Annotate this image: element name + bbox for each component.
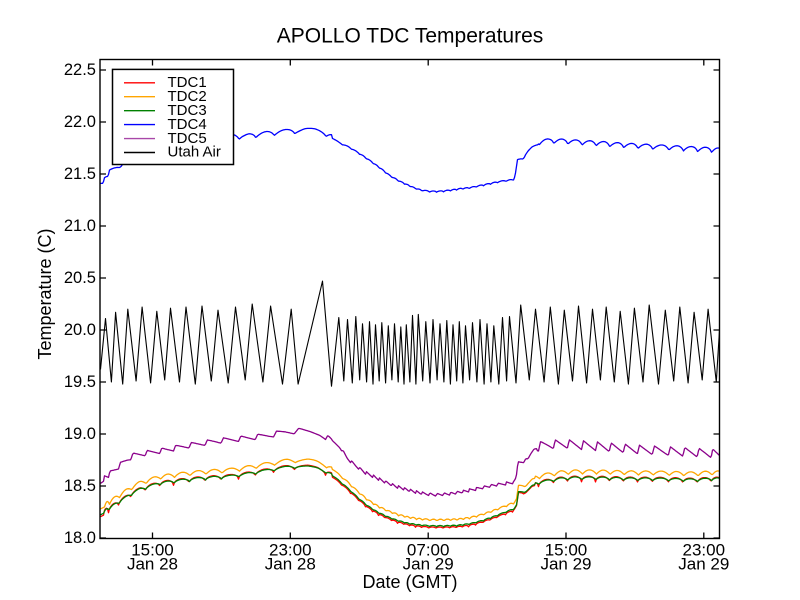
svg-text:23:00: 23:00 [269, 541, 312, 560]
svg-text:TDC1: TDC1 [168, 74, 207, 91]
svg-text:Utah Air: Utah Air [168, 144, 221, 161]
svg-text:Temperature (C): Temperature (C) [35, 228, 55, 359]
svg-text:15:00: 15:00 [545, 541, 588, 560]
svg-text:20.0: 20.0 [64, 321, 96, 339]
svg-text:TDC5: TDC5 [168, 130, 207, 147]
svg-text:18.5: 18.5 [64, 477, 96, 495]
svg-text:TDC3: TDC3 [168, 102, 207, 119]
svg-text:Jan 29: Jan 29 [403, 555, 454, 574]
svg-text:15:00: 15:00 [131, 541, 174, 560]
svg-text:TDC4: TDC4 [168, 116, 207, 133]
svg-text:Jan 29: Jan 29 [540, 555, 591, 574]
svg-text:18.0: 18.0 [64, 529, 96, 547]
svg-text:APOLLO TDC Temperatures: APOLLO TDC Temperatures [277, 25, 544, 48]
svg-text:23:00: 23:00 [683, 541, 726, 560]
svg-text:22.0: 22.0 [64, 113, 96, 131]
svg-text:19.5: 19.5 [64, 373, 96, 391]
svg-text:Jan 29: Jan 29 [678, 555, 729, 574]
svg-text:21.0: 21.0 [64, 217, 96, 235]
svg-text:Date (GMT): Date (GMT) [362, 572, 457, 592]
svg-text:Jan 28: Jan 28 [265, 555, 316, 574]
svg-text:TDC2: TDC2 [168, 88, 207, 105]
svg-text:07:00: 07:00 [407, 541, 450, 560]
svg-text:Jan 28: Jan 28 [127, 555, 178, 574]
svg-text:19.0: 19.0 [64, 425, 96, 443]
svg-text:21.5: 21.5 [64, 165, 96, 183]
svg-text:22.5: 22.5 [64, 61, 96, 79]
svg-text:20.5: 20.5 [64, 269, 96, 287]
